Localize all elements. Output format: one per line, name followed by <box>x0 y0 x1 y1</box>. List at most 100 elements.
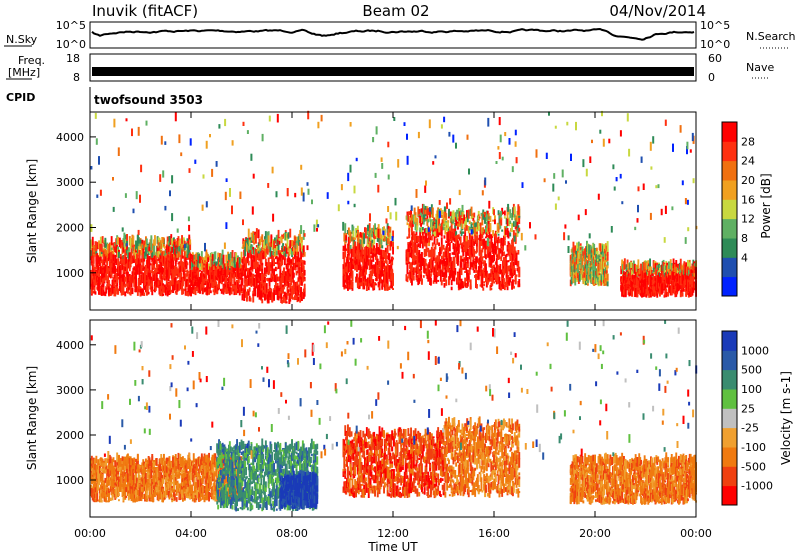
power-scatter-21 <box>267 183 270 188</box>
power-cell-3684 <box>509 209 512 218</box>
power-cell-921 <box>182 291 184 295</box>
freq-tick-bottom: 8 <box>73 71 80 84</box>
power-cell-3296 <box>470 206 473 216</box>
power-cell-3406 <box>481 269 484 280</box>
power-cell-2890 <box>430 273 432 277</box>
power-cell-4088 <box>600 267 603 277</box>
power-cell-3293 <box>469 284 472 290</box>
power-cell-3732 <box>513 206 516 215</box>
power-cell-2198 <box>347 262 350 272</box>
power-scatter-11 <box>90 166 93 170</box>
power-cell-3063 <box>447 222 449 233</box>
power-cell-3279 <box>468 226 471 231</box>
power-cell-594 <box>149 263 152 266</box>
power-cell-3534 <box>494 237 496 248</box>
power-cell-1146 <box>204 278 207 281</box>
power-cell-3517 <box>492 219 495 222</box>
power-cell-313 <box>120 239 123 248</box>
power-cell-2241 <box>352 226 355 234</box>
power-cell-1274 <box>217 269 220 278</box>
power-cell-3100 <box>450 240 453 243</box>
power-cell-753 <box>164 249 167 257</box>
power-cell-1946 <box>284 243 287 246</box>
power-cell-1879 <box>277 229 280 240</box>
power-cell-3042 <box>445 213 448 221</box>
power-cell-2642 <box>392 273 394 283</box>
power-cell-2921 <box>432 254 435 261</box>
power-cell-1895 <box>279 250 282 254</box>
power-scatter-7 <box>132 208 135 214</box>
power-cell-2899 <box>430 268 433 273</box>
freq-label-line2: [MHz] <box>8 66 40 79</box>
power-cell-2982 <box>439 223 441 228</box>
power-cell-1648 <box>255 233 257 244</box>
power-cell-2741 <box>414 234 417 243</box>
power-cell-1881 <box>278 237 281 245</box>
power-cell-3442 <box>485 254 487 260</box>
power-cell-3569 <box>497 265 500 273</box>
power-cell-806 <box>170 258 173 269</box>
power-cell-325 <box>122 242 125 253</box>
freq-label-line1: Freq. <box>18 54 45 67</box>
power-cell-4153 <box>606 248 609 253</box>
power-cell-1751 <box>264 294 267 299</box>
power-cell-3016 <box>442 251 445 259</box>
power-cell-1715 <box>261 299 264 304</box>
power-cell-1578 <box>247 228 250 238</box>
power-cell-3325 <box>473 241 476 246</box>
power-cell-911 <box>181 249 183 259</box>
power-cell-3776 <box>518 227 521 232</box>
power-cell-1093 <box>199 289 201 294</box>
power-cell-844 <box>173 284 176 290</box>
power-cell-1911 <box>281 257 284 266</box>
power-cell-3444 <box>485 228 487 234</box>
power-cell-3720 <box>512 230 515 238</box>
nsky-panel: N.Sky 10^5 10^0 10^5 10^0 N.Search <box>4 19 796 51</box>
power-cell-1259 <box>215 268 218 274</box>
power-cell-2443 <box>372 252 375 262</box>
power-cell-3032 <box>443 258 446 267</box>
power-cell-3089 <box>449 257 452 262</box>
power-cell-3219 <box>462 231 465 234</box>
power-cell-3634 <box>503 210 506 216</box>
power-cell-2901 <box>430 235 433 241</box>
power-cell-2228 <box>350 248 353 258</box>
power-cell-3595 <box>500 217 503 220</box>
power-cell-1549 <box>245 268 247 272</box>
power-cell-3372 <box>477 269 480 280</box>
power-cell-1807 <box>270 288 273 292</box>
power-cell-1759 <box>265 247 268 254</box>
power-cell-2888 <box>429 209 431 218</box>
power-cell-4661 <box>669 259 672 270</box>
power-cell-1560 <box>246 295 248 299</box>
power-cell-965 <box>186 241 189 245</box>
power-cell-2532 <box>381 285 384 289</box>
power-cell-3410 <box>481 248 484 253</box>
power-cell-4634 <box>667 292 669 295</box>
power-cell-496 <box>139 289 142 297</box>
power-cell-3454 <box>485 232 488 238</box>
power-cell-3603 <box>501 249 504 257</box>
power-cell-2306 <box>358 282 361 286</box>
power-cell-1203 <box>209 282 212 288</box>
power-cell-59 <box>95 241 98 252</box>
power-cell-2545 <box>382 257 385 260</box>
power-cell-3993 <box>590 260 593 268</box>
power-scatter-18 <box>275 191 278 198</box>
power-cell-1822 <box>272 255 275 261</box>
power-cell-3608 <box>501 207 504 215</box>
power-cell-2839 <box>424 219 427 222</box>
power-cell-339 <box>123 272 126 275</box>
power-cell-850 <box>174 277 177 285</box>
power-cell-502 <box>139 292 142 297</box>
power-cell-767 <box>166 258 169 268</box>
power-cell-2757 <box>416 245 419 254</box>
power-cell-789 <box>168 276 171 279</box>
power-cell-2693 <box>410 246 412 249</box>
power-cell-372 <box>127 285 129 288</box>
power-cell-3013 <box>441 267 444 277</box>
power-cell-828 <box>173 252 175 259</box>
power-cell-1817 <box>271 273 274 280</box>
power-cell-404 <box>129 286 132 296</box>
power-cell-3633 <box>503 241 506 246</box>
